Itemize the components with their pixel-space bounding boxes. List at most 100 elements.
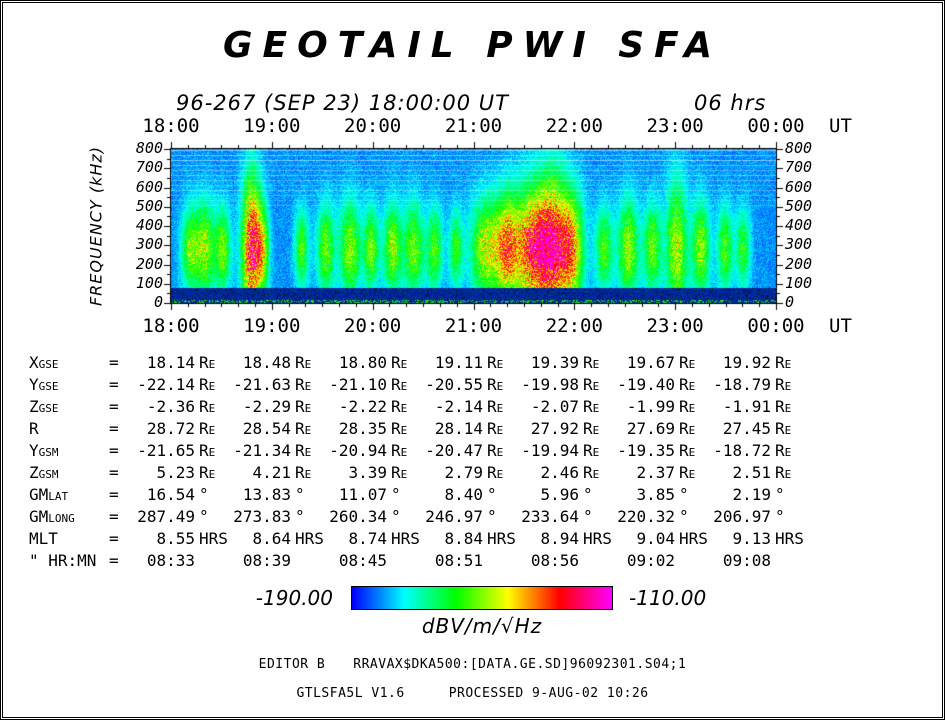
equals-sign: = — [109, 507, 119, 526]
ephemeris-unit: Re — [487, 353, 504, 372]
ephemeris-unit: Re — [583, 441, 600, 460]
ephemeris-value: 8.64 — [252, 529, 291, 548]
ephemeris-row-label: GMlong — [29, 507, 75, 526]
ephemeris-value: 8.74 — [348, 529, 387, 548]
ephemeris-unit: Re — [295, 463, 312, 482]
ephemeris-unit: Re — [199, 441, 216, 460]
ephemeris-unit — [387, 550, 425, 572]
ephemeris-unit: ° — [775, 485, 785, 504]
ephemeris-cell: 2.79 Re — [425, 462, 521, 484]
ephemeris-cell: -18.79 Re — [713, 374, 809, 396]
ephemeris-value: -22.14 — [137, 375, 195, 394]
y-axis-label-right: 400 — [785, 216, 813, 234]
y-axis-label-right: 200 — [785, 254, 813, 273]
ephemeris-value: 11.07 — [338, 485, 387, 504]
ephemeris-value: 18.14 — [146, 353, 195, 372]
ephemeris-value: -19.94 — [521, 441, 579, 460]
ephemeris-unit: Re — [487, 397, 504, 416]
ephemeris-row: MLT = 8.55 HRS 8.64 HRS 8.74 HRS 8.84 HRS 8.94 HRS 9… — [29, 528, 809, 550]
ephemeris-cell: 8.84 HRS — [425, 528, 521, 550]
ephemeris-cell: 08:39 — [233, 550, 329, 572]
ephemeris-cell: 09:02 — [617, 550, 713, 572]
ephemeris-value: 18.80 — [338, 353, 387, 372]
ephemeris-unit: ° — [199, 485, 209, 504]
equals-sign: = — [109, 485, 119, 504]
y-axis-label-right: 300 — [785, 235, 813, 254]
ephemeris-cell: 2.37 Re — [617, 462, 713, 484]
ephemeris-value: -19.35 — [617, 441, 675, 460]
ephemeris-cell: -19.35 Re — [617, 440, 713, 462]
ephemeris-cell: -18.72 Re — [713, 440, 809, 462]
ephemeris-unit: ° — [391, 485, 401, 504]
ephemeris-unit: ° — [679, 485, 689, 504]
y-axis-label-right: 100 — [785, 273, 813, 292]
x-axis-label-bottom: 21:00 — [444, 315, 503, 337]
ephemeris-cell: -20.47 Re — [425, 440, 521, 462]
ephemeris-unit: Re — [391, 353, 408, 372]
ephemeris-unit — [291, 550, 329, 572]
ephemeris-value: 8.40 — [444, 485, 483, 504]
footer-program: GTLSFA5L V1.6 — [296, 686, 405, 701]
ephemeris-cell: 08:56 — [521, 550, 617, 572]
ephemeris-row-label: Ygse — [29, 375, 59, 394]
plot-datetime: 96-267 (SEP 23) 18:00:00 UT — [176, 91, 509, 115]
ephemeris-value: -18.72 — [713, 441, 771, 460]
ephemeris-value: 287.49 — [137, 507, 195, 526]
ephemeris-value: 09:02 — [626, 551, 675, 570]
ephemeris-unit: ° — [583, 507, 593, 526]
y-axis-label-right: 700 — [785, 158, 813, 177]
ephemeris-unit: HRS — [295, 529, 324, 548]
y-axis-label-right: 600 — [785, 177, 813, 196]
y-axis-label-left: 500 — [135, 196, 163, 215]
ephemeris-unit: Re — [295, 419, 312, 438]
plot-duration: 06 hrs — [694, 91, 767, 115]
ephemeris-row-label: Zgsm — [29, 463, 59, 482]
ephemeris-value: 220.32 — [617, 507, 675, 526]
ephemeris-cell: -19.40 Re — [617, 374, 713, 396]
y-axis-label-right: 0 — [785, 293, 795, 311]
ephemeris-cell: 2.46 Re — [521, 462, 617, 484]
ephemeris-value: 2.51 — [732, 463, 771, 482]
ephemeris-value: -1.91 — [722, 397, 771, 416]
equals-sign: = — [109, 397, 119, 416]
ephemeris-value: 5.96 — [540, 485, 579, 504]
ephemeris-cell: 13.83 ° — [233, 484, 329, 506]
ephemeris-unit: Re — [295, 375, 312, 394]
ephemeris-unit: Re — [583, 463, 600, 482]
ephemeris-unit: ° — [391, 507, 401, 526]
ephemeris-value: 16.54 — [146, 485, 195, 504]
x-axis-label-bottom: 00:00 — [747, 315, 805, 337]
ephemeris-unit: Re — [487, 441, 504, 460]
page-title: GEOTAIL PWI SFA — [223, 25, 722, 66]
ephemeris-row: GMlong = 287.49 ° 273.83 ° 260.34 ° 246.97 ° 233.6… — [29, 506, 809, 528]
footer-editor: EDITOR B — [258, 657, 326, 672]
ephemeris-unit: HRS — [487, 529, 516, 548]
footer-file: RRAVAX$DKA500:[DATA.GE.SD]96092301.S04;1 — [353, 657, 687, 672]
ephemeris-row: R = 28.72 Re 28.54 Re 28.35 Re 28.14 Re 27.92 Re 27.… — [29, 418, 809, 440]
ephemeris-row: GMlat = 16.54 ° 13.83 ° 11.07 ° 8.40 ° 5.96 ° 3.85 ° 2… — [29, 484, 809, 506]
ephemeris-value: -19.40 — [617, 375, 675, 394]
ephemeris-value: 8.94 — [540, 529, 579, 548]
y-axis-label-left: 400 — [135, 216, 163, 234]
colorbar-canvas — [351, 586, 613, 610]
ephemeris-cell: 16.54 ° — [137, 484, 233, 506]
ephemeris-value: -19.98 — [521, 375, 579, 394]
ephemeris-cell: -22.14 Re — [137, 374, 233, 396]
ephemeris-unit: Re — [583, 375, 600, 394]
ephemeris-value: -21.10 — [329, 375, 387, 394]
ephemeris-cell: 08:51 — [425, 550, 521, 572]
ephemeris-unit: HRS — [775, 529, 804, 548]
ephemeris-cell: 8.55 HRS — [137, 528, 233, 550]
ephemeris-value: 08:45 — [338, 551, 387, 570]
ephemeris-cell: 19.67 Re — [617, 352, 713, 374]
ephemeris-unit: Re — [391, 441, 408, 460]
ephemeris-value: 2.37 — [636, 463, 675, 482]
ephemeris-cell: -21.65 Re — [137, 440, 233, 462]
ephemeris-value: 08:56 — [530, 551, 579, 570]
ephemeris-cell: 18.80 Re — [329, 352, 425, 374]
y-axis-label-left: 100 — [135, 273, 163, 292]
ephemeris-row-label: MLT — [29, 529, 58, 548]
ephemeris-unit: Re — [775, 353, 792, 372]
ephemeris-value: -21.63 — [233, 375, 291, 394]
